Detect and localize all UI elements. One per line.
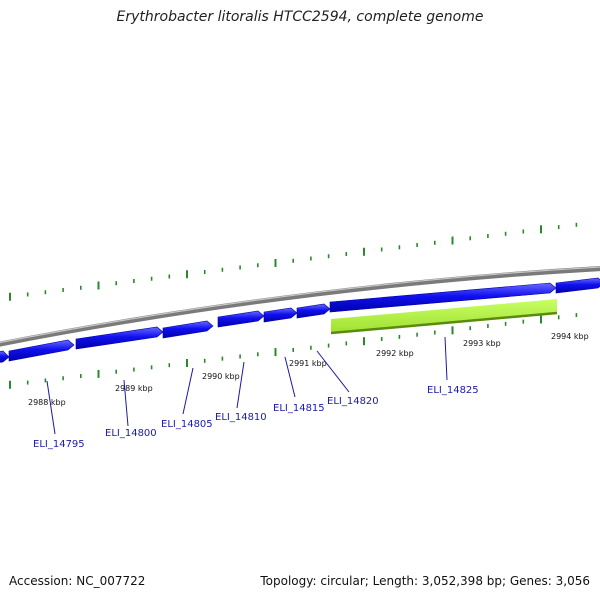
kbp-label: 2993 kbp (463, 339, 501, 348)
kbp-label: 2994 kbp (551, 332, 589, 341)
gene-arrow-offscreen[interactable] (555, 277, 600, 294)
gene-arrow-ELI_14815[interactable] (263, 307, 298, 323)
kbp-label: 2992 kbp (376, 349, 414, 358)
genome-backbone (0, 266, 600, 347)
kbp-label: 2990 kbp (202, 372, 240, 381)
gene-label-leader (46, 380, 56, 435)
gene-label[interactable]: ELI_14815 (273, 403, 325, 414)
kbp-label: 2991 kbp (289, 359, 327, 368)
gene-track (0, 277, 600, 363)
gene-arrow-ELI_14820[interactable] (296, 303, 331, 319)
genome-title: Erythrobacter litoralis HTCC2594, comple… (116, 9, 484, 25)
ruler-labels: 2988 kbp 2989 kbp 2990 kbp 2991 kbp 2992 kbp… (28, 332, 589, 407)
gene-arrow-ELI_14800[interactable] (75, 326, 164, 350)
gene-label-leader (444, 336, 448, 381)
topology-text: Topology: circular; Length: 3,052,398 bp… (260, 574, 590, 588)
gene-arrow-ELI_14805[interactable] (162, 320, 214, 339)
genome-backbone-highlight (0, 266, 600, 344)
gene-label-leader (316, 350, 350, 393)
gene-label[interactable]: ELI_14825 (427, 385, 479, 396)
gene-label-leader (123, 379, 129, 427)
gene-arrow-ELI_14810[interactable] (217, 310, 265, 328)
gene-arrow-ELI_14825-edge (330, 311, 558, 335)
gene-label[interactable]: ELI_14810 (215, 412, 267, 423)
gene-label-leader (182, 367, 194, 415)
gene-label[interactable]: ELI_14800 (105, 428, 157, 439)
gene-label-leader (284, 356, 296, 398)
gene-arrow-ELI_14825[interactable] (331, 299, 557, 333)
kbp-label: 2989 kbp (115, 384, 153, 393)
gene-label-leader (236, 361, 245, 409)
gene-arrow-continuation[interactable] (329, 282, 557, 313)
gene-label[interactable]: ELI_14805 (161, 419, 213, 430)
accession-text: Accession: NC_007722 (9, 574, 146, 588)
inner-tick-row (9, 313, 578, 389)
gene-arrow-ELI_14795[interactable] (8, 339, 75, 362)
kbp-label: 2988 kbp (28, 398, 66, 407)
gene-arrow-partial[interactable] (0, 350, 10, 363)
gene-label[interactable]: ELI_14795 (33, 439, 85, 450)
gene-label[interactable]: ELI_14820 (327, 396, 379, 407)
outer-tick-row (9, 222, 578, 301)
